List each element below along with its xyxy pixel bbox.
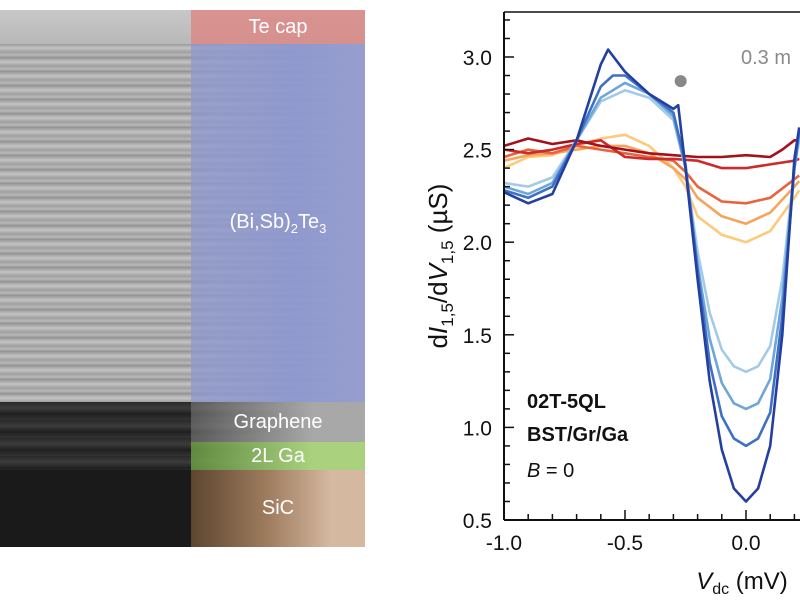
layer-sic: SiC bbox=[191, 470, 365, 547]
y-tick-label: 1.5 bbox=[463, 325, 492, 348]
y-tick-label: 3.0 bbox=[463, 47, 492, 70]
sample-label: 02T-5QL bbox=[527, 391, 606, 413]
x-axis-label: Vdc (mV) bbox=[696, 568, 788, 598]
layer-te-cap: Te cap bbox=[191, 10, 365, 44]
layer-graphene: Graphene bbox=[191, 402, 365, 442]
layer-label: SiC bbox=[261, 497, 295, 519]
series-line-5 bbox=[504, 89, 800, 374]
layer-label: (Bi,Sb)2Te3 bbox=[229, 210, 327, 236]
series-line-4 bbox=[504, 137, 800, 159]
series-line-8 bbox=[504, 48, 800, 503]
layer-label: Te cap bbox=[248, 15, 308, 38]
stack-label: BST/Gr/Ga bbox=[527, 424, 629, 446]
y-tick-label: 0.5 bbox=[463, 510, 492, 533]
y-tick-label: 1.0 bbox=[463, 417, 492, 440]
marker-dot bbox=[674, 75, 687, 88]
y-tick-label: 2.5 bbox=[463, 140, 492, 163]
series-line-3 bbox=[504, 139, 800, 170]
layer-ga: 2L Ga bbox=[191, 442, 365, 470]
x-tick-label: 0.0 bbox=[731, 532, 760, 555]
layer-label: Graphene bbox=[233, 410, 323, 433]
y-axis-label: dI1,5/dV1,5 (µS) bbox=[423, 184, 457, 349]
x-tick-label: -0.5 bbox=[607, 532, 643, 555]
temperature-label: 0.3 m bbox=[741, 47, 791, 69]
field-label: B = 0 bbox=[527, 460, 574, 482]
layer-bst: (Bi,Sb)2Te3 bbox=[191, 44, 365, 402]
series-line-6 bbox=[504, 81, 800, 411]
series-line-2 bbox=[504, 144, 800, 205]
y-tick-label: 2.0 bbox=[463, 232, 492, 255]
layer-label: 2L Ga bbox=[251, 444, 305, 467]
x-tick-label: -1.0 bbox=[486, 532, 522, 555]
